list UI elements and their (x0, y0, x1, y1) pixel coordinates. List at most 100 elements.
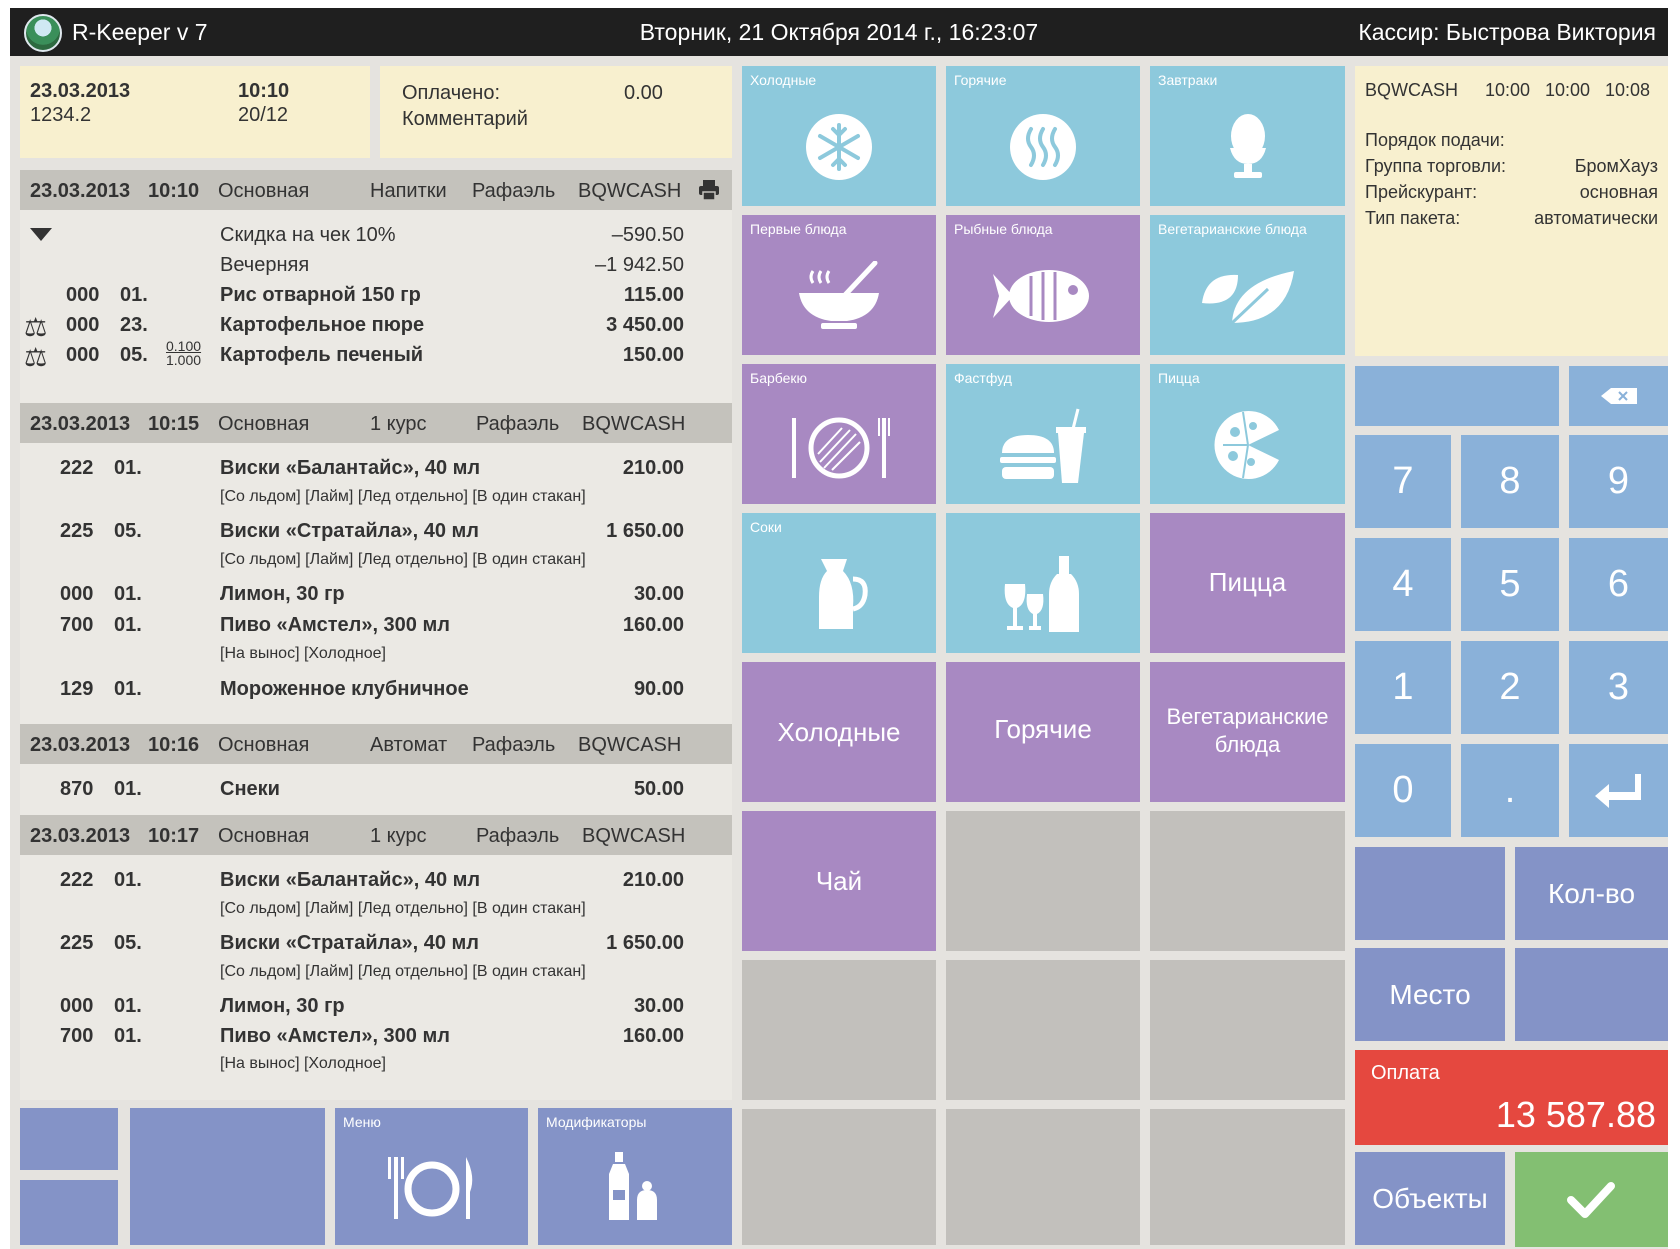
check-group-header[interactable]: 23.03.2013 10:15 Основная 1 курс Рафаэль… (20, 403, 732, 443)
time-1: 10:00 (1485, 80, 1531, 100)
check-item-row[interactable]: 700 01. Пиво «Амстел», 300 мл 160.00 (60, 614, 684, 636)
check-item-row[interactable]: 000 01. Рис отварной 150 гр 115.00 (66, 284, 684, 306)
price-list-label: Прейскурант: (1365, 182, 1478, 202)
order-number: 1234.2 (30, 104, 92, 126)
key-dot[interactable]: . (1461, 744, 1559, 837)
item-modifiers: [Со льдом] [Лайм] [Лед отдельно] [В один… (220, 900, 586, 917)
empty-tile[interactable] (1150, 1109, 1345, 1245)
category-tile-drinks[interactable] (946, 513, 1140, 653)
pizza-icon (1213, 411, 1279, 480)
check-group-header[interactable]: 23.03.2013 10:10 Основная Напитки Рафаэл… (20, 170, 732, 210)
paid-label: Оплачено: (402, 82, 501, 104)
objects-button[interactable]: Объекты (1355, 1152, 1505, 1245)
category-tile-breakfast[interactable]: Завтраки (1150, 66, 1345, 206)
blank-action-button[interactable] (1355, 847, 1505, 940)
station-name: BQWCASH (1365, 80, 1459, 100)
package-type-label: Тип пакета: (1365, 208, 1461, 228)
collapse-arrow-icon[interactable] (30, 228, 52, 242)
r-keeper-logo-icon (24, 14, 62, 52)
key-3[interactable]: 3 (1569, 641, 1668, 734)
category-tile-veg-text[interactable]: Вегетарианские блюда (1150, 662, 1345, 802)
category-tile-first-dishes[interactable]: Первые блюда (742, 215, 936, 355)
checkmark-icon (1567, 1182, 1615, 1218)
blank-button[interactable] (20, 1108, 118, 1170)
check-item-row[interactable]: 000 01. Лимон, 30 гр 30.00 (60, 995, 684, 1017)
check-item-row[interactable]: 225 05. Виски «Стратайла», 40 мл 1 650.0… (60, 932, 684, 954)
category-tile-bbq[interactable]: Барбекю (742, 364, 936, 504)
keypad-display[interactable] (1355, 366, 1559, 426)
key-9[interactable]: 9 (1569, 435, 1668, 528)
blank-action-button[interactable] (1515, 948, 1668, 1041)
quantity-button[interactable]: Кол-во (1515, 847, 1668, 940)
empty-tile[interactable] (946, 960, 1140, 1100)
key-6[interactable]: 6 (1569, 538, 1668, 631)
empty-tile[interactable] (946, 1109, 1140, 1245)
pay-button[interactable]: Оплата 13 587.88 (1355, 1050, 1668, 1145)
trade-group-label: Группа торговли: (1365, 156, 1507, 176)
key-5[interactable]: 5 (1461, 538, 1559, 631)
check-item-row[interactable]: 222 01. Виски «Балантайс», 40 мл 210.00 (60, 457, 684, 479)
cashier-name: Кассир: Быстрова Виктория (1358, 19, 1656, 45)
category-tile-juices[interactable]: Соки (742, 513, 936, 653)
key-7[interactable]: 7 (1355, 435, 1451, 528)
check-item-row[interactable]: ⚖ 000 05. 0.100 1.000 Картофель печеный … (24, 338, 684, 372)
category-tile-tea[interactable]: Чай (742, 811, 936, 951)
category-tile-pizza[interactable]: Пицца (1150, 364, 1345, 504)
empty-tile[interactable] (1150, 811, 1345, 951)
check-item-row[interactable]: 870 01. Снеки 50.00 (60, 778, 684, 800)
item-modifiers: [Со льдом] [Лайм] [Лед отдельно] [В один… (220, 551, 586, 568)
key-0[interactable]: 0 (1355, 744, 1451, 837)
enter-button[interactable] (1569, 744, 1668, 837)
item-modifiers: [На вынос] [Холодное] (220, 645, 386, 662)
time-2: 10:00 (1545, 80, 1591, 100)
category-tile-hot[interactable]: Горячие (946, 66, 1140, 206)
item-modifiers: [На вынос] [Холодное] (220, 1055, 386, 1072)
category-tile-cold[interactable]: Холодные (742, 66, 936, 206)
category-tile-hot-text[interactable]: Горячие (946, 662, 1140, 802)
current-datetime: Вторник, 21 Октября 2014 г., 16:23:07 (639, 19, 1039, 45)
printer-icon[interactable] (698, 179, 720, 201)
backspace-icon (1601, 388, 1637, 404)
check-item-row[interactable]: 129 01. Мороженное клубничное 90.00 (60, 678, 684, 700)
empty-tile[interactable] (742, 960, 936, 1100)
price-list-value: основная (1579, 182, 1658, 202)
jug-icon (819, 559, 868, 630)
category-tile-fastfood[interactable]: Фастфуд (946, 364, 1140, 504)
discount-row[interactable]: Вечерняя –1 942.50 (220, 254, 684, 276)
key-4[interactable]: 4 (1355, 538, 1451, 631)
category-tile-cold-text[interactable]: Холодные (742, 662, 936, 802)
steam-icon (1010, 114, 1076, 181)
empty-tile[interactable] (1150, 960, 1345, 1100)
check-item-row[interactable]: 222 01. Виски «Балантайс», 40 мл 210.00 (60, 869, 684, 891)
check-item-row[interactable]: 000 01. Лимон, 30 гр 30.00 (60, 583, 684, 605)
check-group-header[interactable]: 23.03.2013 10:17 Основная 1 курс Рафаэль… (20, 815, 732, 855)
empty-tile[interactable] (946, 811, 1140, 951)
comment-label: Комментарий (402, 108, 528, 130)
key-2[interactable]: 2 (1461, 641, 1559, 734)
confirm-button[interactable] (1515, 1152, 1668, 1247)
check-item-row[interactable]: 225 05. Виски «Стратайла», 40 мл 1 650.0… (60, 520, 684, 542)
modifiers-button[interactable]: Модификаторы (538, 1108, 732, 1245)
empty-tile[interactable] (742, 1109, 936, 1245)
blank-button[interactable] (20, 1180, 118, 1245)
package-type-value: автоматически (1534, 208, 1658, 228)
discount-row[interactable]: Скидка на чек 10% –590.50 (20, 220, 732, 250)
category-tile-fish-dishes[interactable]: Рыбные блюда (946, 215, 1140, 355)
backspace-button[interactable] (1569, 366, 1668, 426)
key-1[interactable]: 1 (1355, 641, 1451, 734)
order-date: 23.03.2013 (30, 80, 131, 102)
check-item-row[interactable]: 700 01. Пиво «Амстел», 300 мл 160.00 (60, 1025, 684, 1047)
payment-info[interactable]: Оплачено: 0.00 Комментарий (380, 66, 732, 158)
pay-total: 13 587.88 (1495, 1094, 1656, 1135)
order-header[interactable]: 23.03.2013 1234.2 10:10 20/12 (20, 66, 370, 158)
order-check-list[interactable]: 23.03.2013 10:10 Основная Напитки Рафаэл… (20, 170, 732, 1100)
category-tile-veg-dishes[interactable]: Вегетарианские блюда (1150, 215, 1345, 355)
place-button[interactable]: Место (1355, 948, 1505, 1041)
item-modifiers: [Со льдом] [Лайм] [Лед отдельно] [В один… (220, 488, 586, 505)
category-tile-pizza-text[interactable]: Пицца (1150, 513, 1345, 653)
check-item-row[interactable]: ⚖ 000 23. Картофельное пюре 3 450.00 (24, 312, 684, 342)
blank-button[interactable] (130, 1108, 325, 1245)
menu-button[interactable]: Меню (335, 1108, 528, 1245)
check-group-header[interactable]: 23.03.2013 10:16 Основная Автомат Рафаэл… (20, 724, 732, 764)
key-8[interactable]: 8 (1461, 435, 1559, 528)
